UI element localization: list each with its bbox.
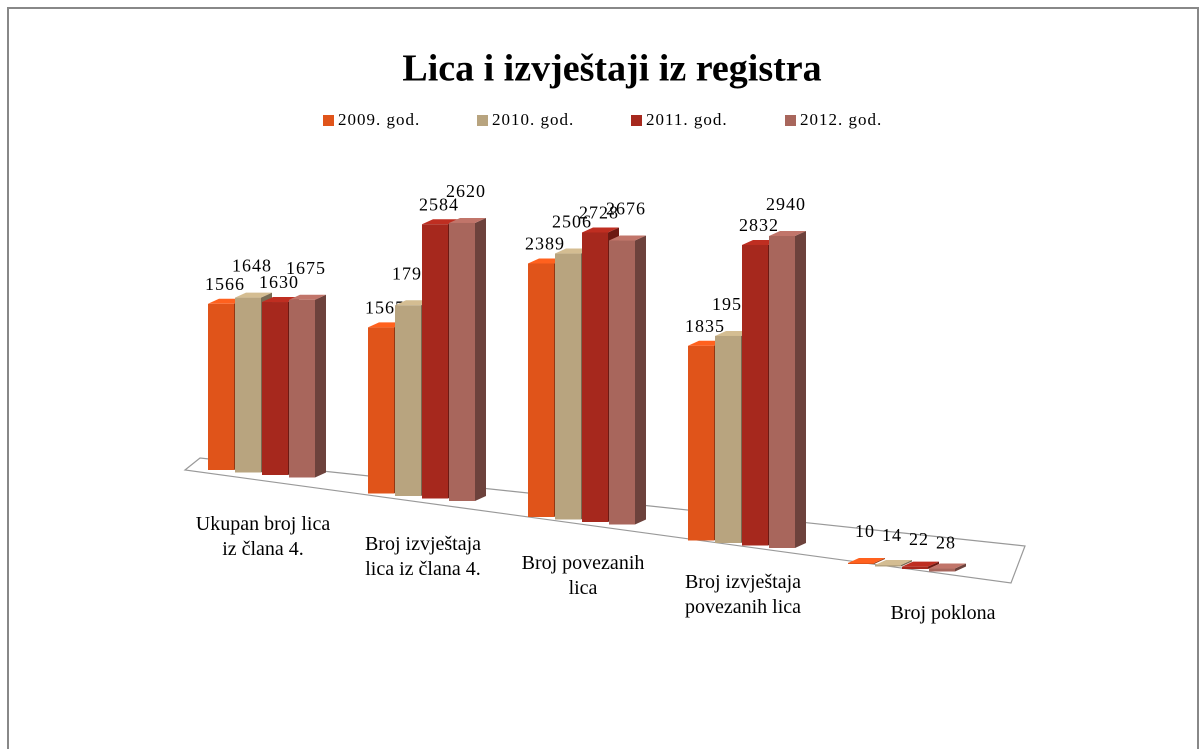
bar-front xyxy=(769,236,795,548)
frame xyxy=(7,7,1199,749)
bar-front xyxy=(902,566,928,569)
bar-front xyxy=(208,303,234,470)
bar xyxy=(902,561,939,569)
value-label: 2389 xyxy=(525,234,565,254)
legend-swatch xyxy=(631,115,642,126)
value-label: 2940 xyxy=(766,194,806,214)
category-label: Ukupan broj lica iz člana 4. xyxy=(195,513,331,560)
legend-label: 2010. god. xyxy=(492,110,574,129)
legend-label: 2011. god. xyxy=(646,110,728,129)
bar-front xyxy=(875,565,901,567)
bar-front xyxy=(422,224,448,499)
value-label: 2506 xyxy=(552,212,592,232)
value-label: 1797 xyxy=(392,263,432,283)
legend-label: 2012. god. xyxy=(800,110,882,129)
bar-side xyxy=(795,231,806,548)
value-label: 1835 xyxy=(685,316,725,336)
bar-front xyxy=(848,562,874,564)
bar-side xyxy=(901,560,912,567)
value-label: 1675 xyxy=(286,258,326,278)
bar-front xyxy=(688,345,714,541)
value-label: 28 xyxy=(936,533,956,553)
legend-label: 2009. god. xyxy=(338,110,420,129)
bar-side xyxy=(874,557,885,564)
bar-front xyxy=(582,232,608,522)
bar-front xyxy=(262,302,288,475)
value-label: 2584 xyxy=(419,194,459,214)
value-label: 2728 xyxy=(579,203,619,223)
bar-front xyxy=(368,327,394,494)
category-label: Broj izvještaja povezanih lica xyxy=(684,571,802,618)
value-label: 10 xyxy=(855,521,875,541)
bar-top xyxy=(449,217,486,223)
bar xyxy=(449,217,486,502)
value-label: 1566 xyxy=(205,274,245,294)
bar xyxy=(875,560,912,567)
value-label: 14 xyxy=(882,525,902,545)
bar-top xyxy=(609,235,646,241)
bar-front xyxy=(715,335,741,543)
legend-swatch xyxy=(323,115,334,126)
bar-top xyxy=(235,292,272,298)
bar-front xyxy=(528,263,554,517)
bar-top xyxy=(875,560,912,566)
bar-front xyxy=(555,253,581,520)
bar-front xyxy=(929,568,955,572)
bar-top xyxy=(929,563,966,569)
legend-swatch xyxy=(477,115,488,126)
bar-side xyxy=(475,217,486,502)
value-label: 1951 xyxy=(712,294,752,314)
category-label: Broj izvještaja lica iz člana 4. xyxy=(364,533,482,580)
bar-top xyxy=(289,294,326,300)
value-label: 1565 xyxy=(365,298,405,318)
value-label: 1630 xyxy=(259,272,299,292)
bar-side xyxy=(635,235,646,525)
bar-side xyxy=(955,563,966,572)
bar-front xyxy=(395,305,421,496)
bar-front xyxy=(609,240,635,525)
bar-top xyxy=(848,557,885,563)
value-label: 22 xyxy=(909,529,929,549)
bar xyxy=(848,557,885,564)
bar-top xyxy=(582,227,619,233)
value-label: 2620 xyxy=(446,181,486,201)
bar-top xyxy=(902,561,939,567)
bar xyxy=(929,563,966,572)
bar-front xyxy=(289,299,315,478)
value-label: 1648 xyxy=(232,256,272,276)
bar-side xyxy=(315,294,326,478)
category-label: Broj poklona xyxy=(890,602,996,624)
chart-title: Lica i izvještaji iz registra xyxy=(402,48,821,90)
bar-front xyxy=(235,297,261,473)
bar-side xyxy=(928,561,939,569)
category-label: Broj povezanih lica xyxy=(521,552,645,599)
bar xyxy=(769,231,806,548)
value-label: 2832 xyxy=(739,215,779,235)
legend-swatch xyxy=(785,115,796,126)
bar xyxy=(609,235,646,525)
bar-front xyxy=(449,222,475,502)
bar xyxy=(289,294,326,478)
bar-top xyxy=(769,231,806,236)
value-label: 2676 xyxy=(606,199,646,219)
bar-front xyxy=(742,244,768,546)
